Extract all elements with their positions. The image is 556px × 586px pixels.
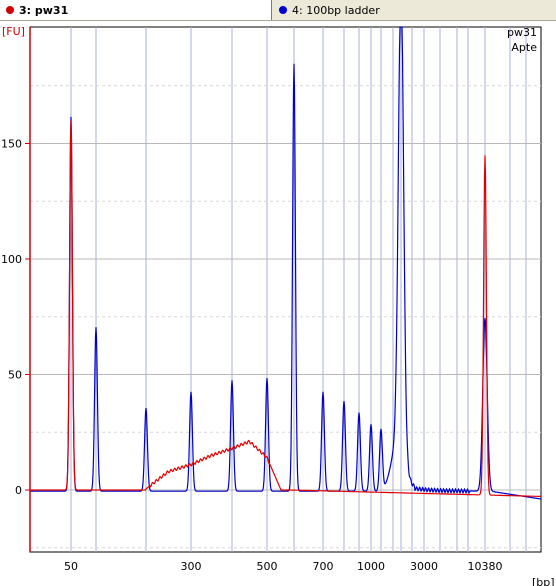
y-tick-label-100: 100 bbox=[1, 253, 22, 266]
x-tick-label-1000: 1000 bbox=[357, 560, 385, 573]
x-tick-label-300: 300 bbox=[181, 560, 202, 573]
tab-bar: 3: pw31 4: 100bp ladder bbox=[0, 0, 556, 21]
x-gridlines bbox=[70, 27, 527, 552]
x-tick-label-700: 700 bbox=[313, 560, 334, 573]
series-ladder-line bbox=[30, 26, 542, 500]
x-tick-label-50: 50 bbox=[64, 560, 78, 573]
y-tick-label-0: 0 bbox=[15, 484, 22, 497]
ladder-blue-dot-icon bbox=[279, 6, 287, 14]
y-axis-label: [FU] bbox=[2, 25, 25, 38]
tab-ladder[interactable]: 4: 100bp ladder bbox=[273, 0, 556, 20]
legend-note: Apte bbox=[511, 41, 537, 54]
y-tick-labels: 0 50 100 150 bbox=[1, 138, 30, 497]
y-tick-label-150: 150 bbox=[1, 138, 22, 151]
x-tick-label-3000: 3000 bbox=[410, 560, 438, 573]
x-tick-labels: 50 300 500 700 1000 3000 10380 bbox=[64, 560, 503, 573]
x-tick-label-500: 500 bbox=[257, 560, 278, 573]
sample-red-dot-icon bbox=[6, 6, 14, 14]
x-tick-label-10380: 10380 bbox=[468, 560, 503, 573]
series-pw31-line bbox=[30, 120, 541, 497]
legend-sample: pw31 bbox=[507, 26, 537, 39]
x-axis-label: [bp] bbox=[532, 576, 555, 586]
plot-area bbox=[29, 26, 542, 553]
tab-pw31-label: 3: pw31 bbox=[19, 3, 69, 17]
tab-pw31[interactable]: 3: pw31 bbox=[0, 0, 272, 20]
tab-ladder-label: 4: 100bp ladder bbox=[292, 3, 380, 17]
y-tick-label-50: 50 bbox=[8, 369, 22, 382]
